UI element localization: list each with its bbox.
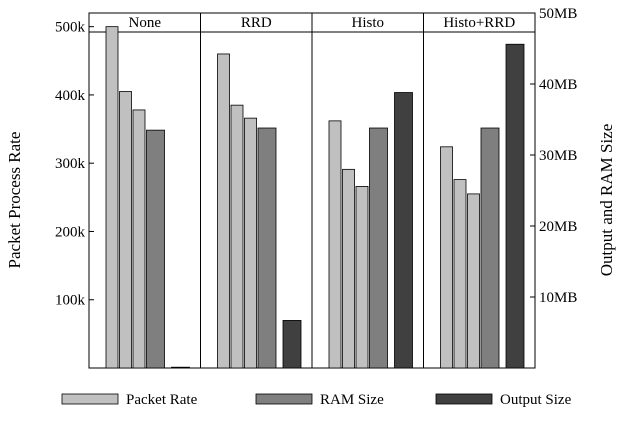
- right-tick-label: 20MB: [539, 219, 577, 235]
- ram-size-bar: [480, 127, 500, 369]
- legend-label: Packet Rate: [126, 392, 198, 408]
- panel-title: None: [129, 15, 162, 31]
- panel-title: RRD: [241, 15, 272, 31]
- packet-rate-bar: [328, 120, 342, 369]
- right-tick-label: 10MB: [539, 290, 577, 306]
- output-size-bar: [282, 320, 302, 369]
- legend-label: RAM Size: [320, 392, 384, 408]
- packet-rate-bar: [467, 193, 480, 369]
- panel-title: Histo: [351, 15, 384, 31]
- right-tick-label: 30MB: [539, 148, 577, 164]
- packet-rate-bar: [217, 53, 230, 369]
- legend-swatch: [61, 393, 119, 405]
- packet-rate-bar: [244, 117, 257, 369]
- ram-size-bar: [146, 129, 165, 369]
- packet-rate-bar: [105, 26, 119, 369]
- packet-rate-bar: [119, 91, 132, 369]
- left-tick-label: 300k: [55, 156, 86, 172]
- packet-rate-bar: [355, 186, 369, 369]
- right-tick-label: 40MB: [539, 77, 577, 93]
- ram-size-bar: [257, 127, 277, 369]
- legend-label: Output Size: [500, 392, 572, 408]
- left-axis-label: Packet Process Rate: [5, 132, 24, 269]
- output-size-bar: [171, 366, 190, 369]
- ram-size-bar: [369, 127, 388, 369]
- packet-rate-bar: [342, 168, 355, 369]
- output-size-bar: [505, 43, 525, 369]
- right-axis-label: Output and RAM Size: [597, 124, 616, 277]
- left-tick-label: 500k: [55, 20, 86, 36]
- right-tick-label: 50MB: [539, 6, 577, 22]
- packet-rate-bar: [440, 146, 453, 369]
- packet-rate-bar: [132, 109, 146, 369]
- left-tick-label: 100k: [55, 293, 86, 309]
- left-tick-label: 200k: [55, 224, 86, 240]
- panel-title: Histo+RRD: [443, 15, 515, 31]
- output-size-bar: [394, 92, 413, 369]
- legend-swatch: [435, 393, 493, 405]
- plot-area: 100k 200k 300k 400k 500k 10MB 20MB 30MB 40MB 50MB…: [55, 6, 577, 369]
- packet-rate-bar: [230, 104, 244, 369]
- packet-rate-bar: [453, 179, 467, 369]
- left-tick-label: 400k: [55, 88, 86, 104]
- legend-swatch: [255, 393, 313, 405]
- legend: Packet Rate RAM Size Output Size: [61, 392, 572, 408]
